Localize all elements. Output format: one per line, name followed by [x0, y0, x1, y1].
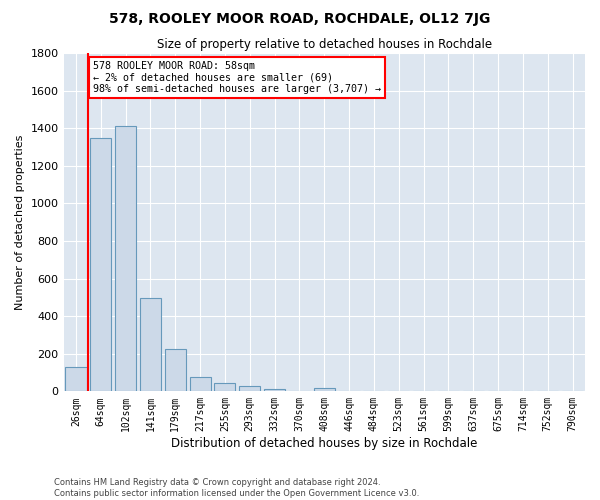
- Text: 578 ROOLEY MOOR ROAD: 58sqm
← 2% of detached houses are smaller (69)
98% of semi: 578 ROOLEY MOOR ROAD: 58sqm ← 2% of deta…: [94, 60, 382, 94]
- Bar: [65, 367, 86, 392]
- Bar: [190, 377, 211, 392]
- Bar: [264, 388, 285, 392]
- Title: Size of property relative to detached houses in Rochdale: Size of property relative to detached ho…: [157, 38, 492, 51]
- Bar: [115, 126, 136, 392]
- Bar: [165, 349, 186, 392]
- Bar: [140, 298, 161, 392]
- Bar: [90, 138, 112, 392]
- Bar: [214, 383, 235, 392]
- Bar: [239, 386, 260, 392]
- X-axis label: Distribution of detached houses by size in Rochdale: Distribution of detached houses by size …: [171, 437, 478, 450]
- Text: 578, ROOLEY MOOR ROAD, ROCHDALE, OL12 7JG: 578, ROOLEY MOOR ROAD, ROCHDALE, OL12 7J…: [109, 12, 491, 26]
- Bar: [314, 388, 335, 392]
- Y-axis label: Number of detached properties: Number of detached properties: [15, 134, 25, 310]
- Text: Contains HM Land Registry data © Crown copyright and database right 2024.
Contai: Contains HM Land Registry data © Crown c…: [54, 478, 419, 498]
